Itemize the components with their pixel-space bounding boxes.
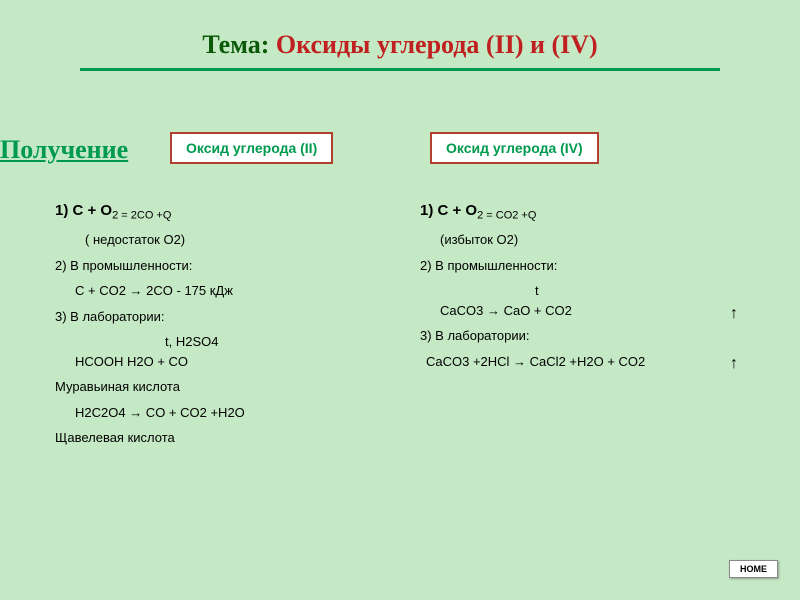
eq2-label: 2) В промышленности: (55, 256, 405, 276)
column-oxide-iv: 1) C + O2 = CO2 +Q (избыток O2) 2) В про… (420, 200, 770, 377)
eq4: H2C2O4 → CO + CO2 +H2O (75, 403, 405, 423)
eq-1-left: 1) C + O2 = 2CO +Q (55, 200, 405, 224)
arrow-up-icon: ↑ (730, 305, 738, 323)
eq2r-label: 2) В промышленности: (420, 256, 770, 276)
eq2: C + CO2 → 2CO - 175 кДж (75, 281, 405, 301)
section-label: Получение (0, 135, 128, 165)
title-main: Оксиды углерода (II) и (IV) (276, 30, 598, 59)
home-button[interactable]: HOME (729, 560, 778, 578)
tab-oxide-iv[interactable]: Оксид углерода (IV) (430, 132, 599, 164)
eq1r-lead: 1) C + O (420, 202, 477, 219)
eq3-label: 3) В лаборатории: (55, 307, 405, 327)
eq1-sub: 2 = 2CO +Q (112, 210, 171, 222)
eq2r: CaCO3 → CaO + CO2 (440, 301, 770, 321)
tab-oxide-ii[interactable]: Оксид углерода (II) (170, 132, 333, 164)
eq1-lead: 1) C + O (55, 202, 112, 219)
column-oxide-ii: 1) C + O2 = 2CO +Q ( недостаток O2) 2) В… (55, 200, 405, 454)
eq-1-right: 1) C + O2 = CO2 +Q (420, 200, 770, 224)
eq3r: CaCO3 +2HCl → CaCl2 +H2O + CO2 (426, 352, 770, 372)
eq2r-cond: t (535, 281, 770, 301)
arrow-up-icon: ↑ (730, 355, 738, 373)
title-prefix: Тема: (202, 30, 276, 59)
eq3-cond: t, H2SO4 (165, 332, 405, 352)
eq3-name: Муравьиная кислота (55, 377, 405, 397)
eq1r-note: (избыток O2) (440, 230, 770, 250)
eq3: HCOOH H2O + CO (75, 352, 405, 372)
page-title-row: Тема: Оксиды углерода (II) и (IV) (0, 0, 800, 68)
title-underline (80, 68, 720, 71)
eq1-note: ( недостаток O2) (85, 230, 405, 250)
eq1r-sub: 2 = CO2 +Q (477, 210, 536, 222)
eq4-name: Щавелевая кислота (55, 428, 405, 448)
eq3r-label: 3) В лаборатории: (420, 326, 770, 346)
